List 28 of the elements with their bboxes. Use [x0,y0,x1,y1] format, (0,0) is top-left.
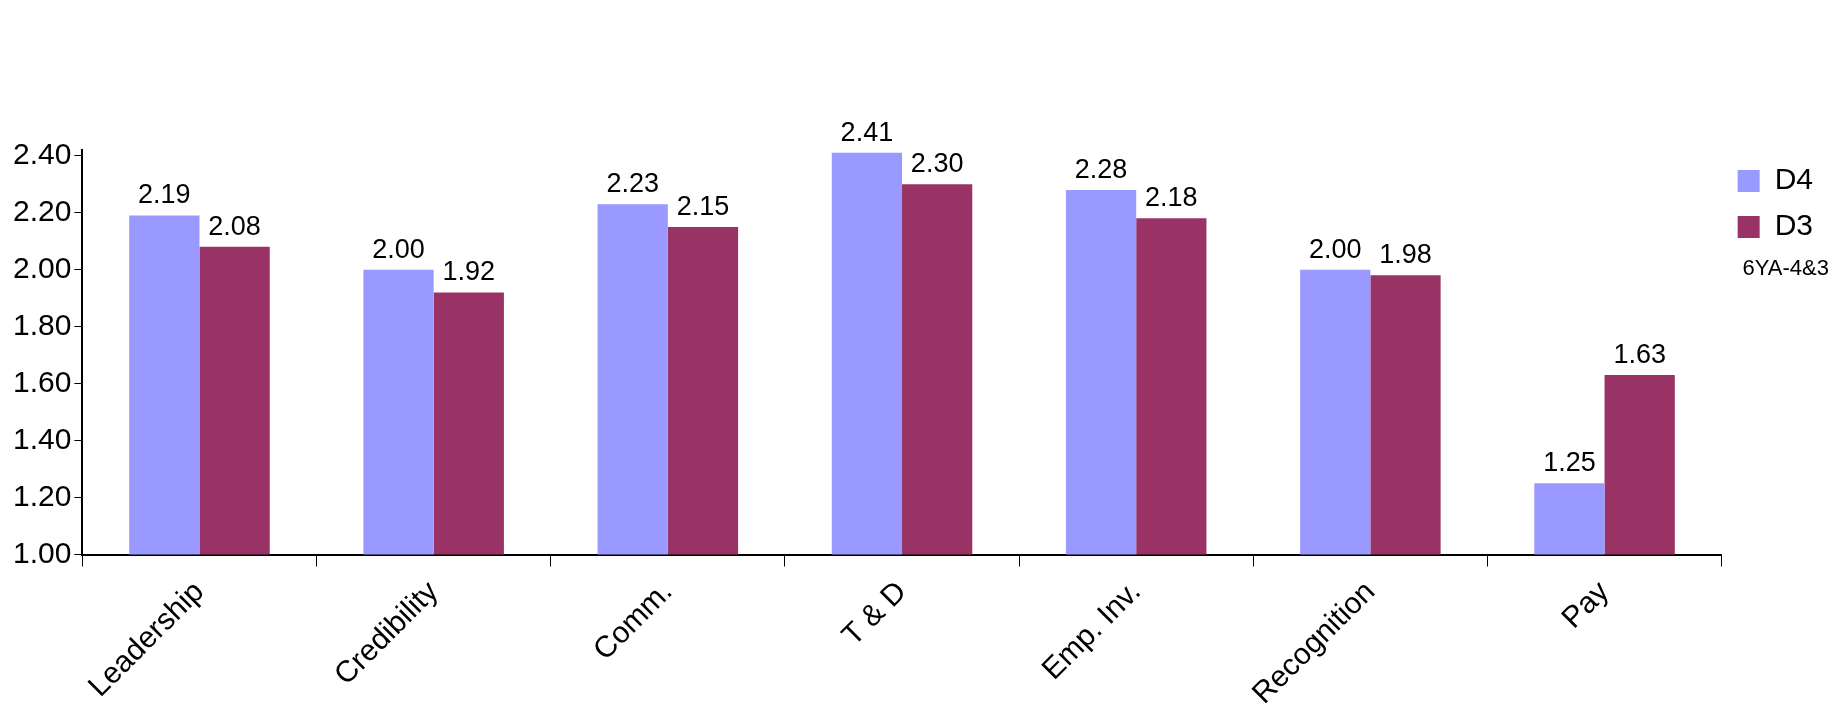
data-label: 2.00 [372,233,425,264]
y-tick-label: 2.00 [13,250,72,284]
data-label: 2.28 [1074,153,1128,184]
data-label: 2.18 [1145,182,1198,213]
y-tick-label: 1.40 [13,421,72,455]
data-label: 1.98 [1379,239,1432,270]
legend-label: D4 [1774,162,1814,196]
data-label: 2.23 [606,168,659,199]
data-label: 2.41 [840,116,894,147]
x-tick-label: Pay [1554,573,1615,634]
text: 6YA-4&3 [1742,255,1829,281]
y-tick-label: 1.60 [13,364,72,398]
data-label: 1.92 [442,256,496,287]
y-tick-label: 2.20 [13,193,72,227]
y-tick-label: 1.80 [13,307,72,341]
y-tick-label: 1.20 [13,478,72,512]
y-tick-label: 1.00 [13,535,72,569]
data-label: 1.25 [1543,447,1596,478]
legend-label: D3 [1774,208,1814,242]
y-tick-label: 2.40 [13,136,72,170]
data-label: 2.19 [138,179,191,210]
x-tick-label: Emp. Inv. [1034,573,1147,686]
data-label: 2.15 [676,190,730,221]
data-label: 2.00 [1308,233,1362,264]
data-label: 2.30 [910,148,964,179]
data-label: 1.63 [1613,339,1666,369]
x-tick-label: T & D [834,573,913,652]
data-label: 2.08 [208,210,261,241]
